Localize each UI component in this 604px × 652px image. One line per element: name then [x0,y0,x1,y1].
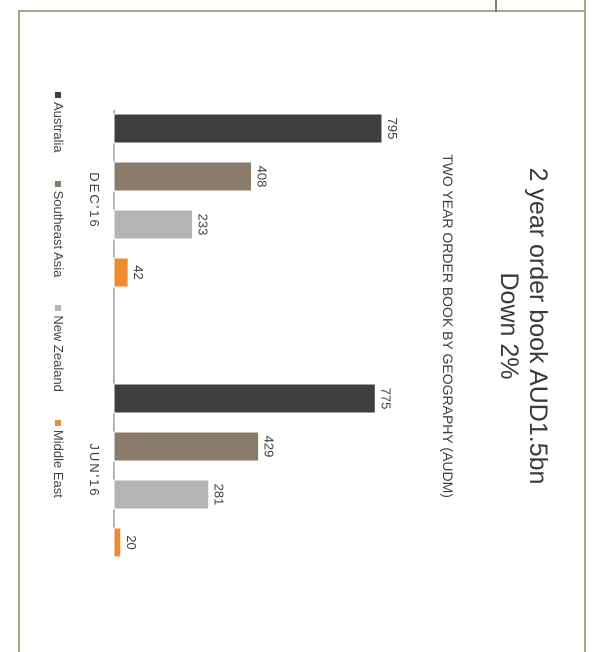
category-label-jun-16: JUN'16 [87,443,102,497]
data-label-australia-jun-16: 775 [378,388,393,410]
legend-swatch-southeast-asia [55,180,62,187]
legend-item-new-zealand: New Zealand [51,305,66,392]
data-label-middle-east-dec-16: 42 [131,265,146,279]
category-label-dec-16: DEC'16 [87,172,102,228]
legend-label-new-zealand: New Zealand [51,315,66,392]
legend-label-australia: Australia [51,102,66,153]
data-label-new-zealand-dec-16: 233 [196,214,211,236]
bar-southeast-asia-dec-16 [113,161,253,192]
legend-swatch-middle-east [55,419,62,426]
legend-swatch-australia [55,92,62,98]
legend-item-middle-east: Middle East [51,419,66,498]
bar-middle-east-jun-16 [113,527,122,558]
bar-australia-dec-16 [113,113,383,144]
chart-legend: Australia Southeast Asia New Zealand Mid… [51,92,66,572]
data-label-middle-east-jun-16: 20 [124,535,139,549]
legend-item-southeast-asia: Southeast Asia [51,180,66,278]
bar-middle-east-dec-16 [113,257,129,288]
legend-item-australia: Australia [51,92,66,153]
bar-new-zealand-jun-16 [113,479,210,510]
bar-australia-jun-16 [113,383,376,414]
bar-new-zealand-dec-16 [113,209,194,240]
data-label-australia-dec-16: 795 [385,118,400,140]
frame-top-border [18,10,586,12]
frame-right-border [584,0,586,652]
bar-southeast-asia-jun-16 [113,431,260,462]
legend-swatch-new-zealand [55,305,62,312]
frame-top-tick [495,0,497,12]
data-label-southeast-asia-jun-16: 429 [262,436,277,458]
data-label-new-zealand-jun-16: 281 [212,484,227,506]
data-label-southeast-asia-dec-16: 408 [255,166,270,188]
legend-label-southeast-asia: Southeast Asia [51,190,66,278]
legend-label-middle-east: Middle East [51,429,66,498]
frame-left-border [18,10,20,652]
